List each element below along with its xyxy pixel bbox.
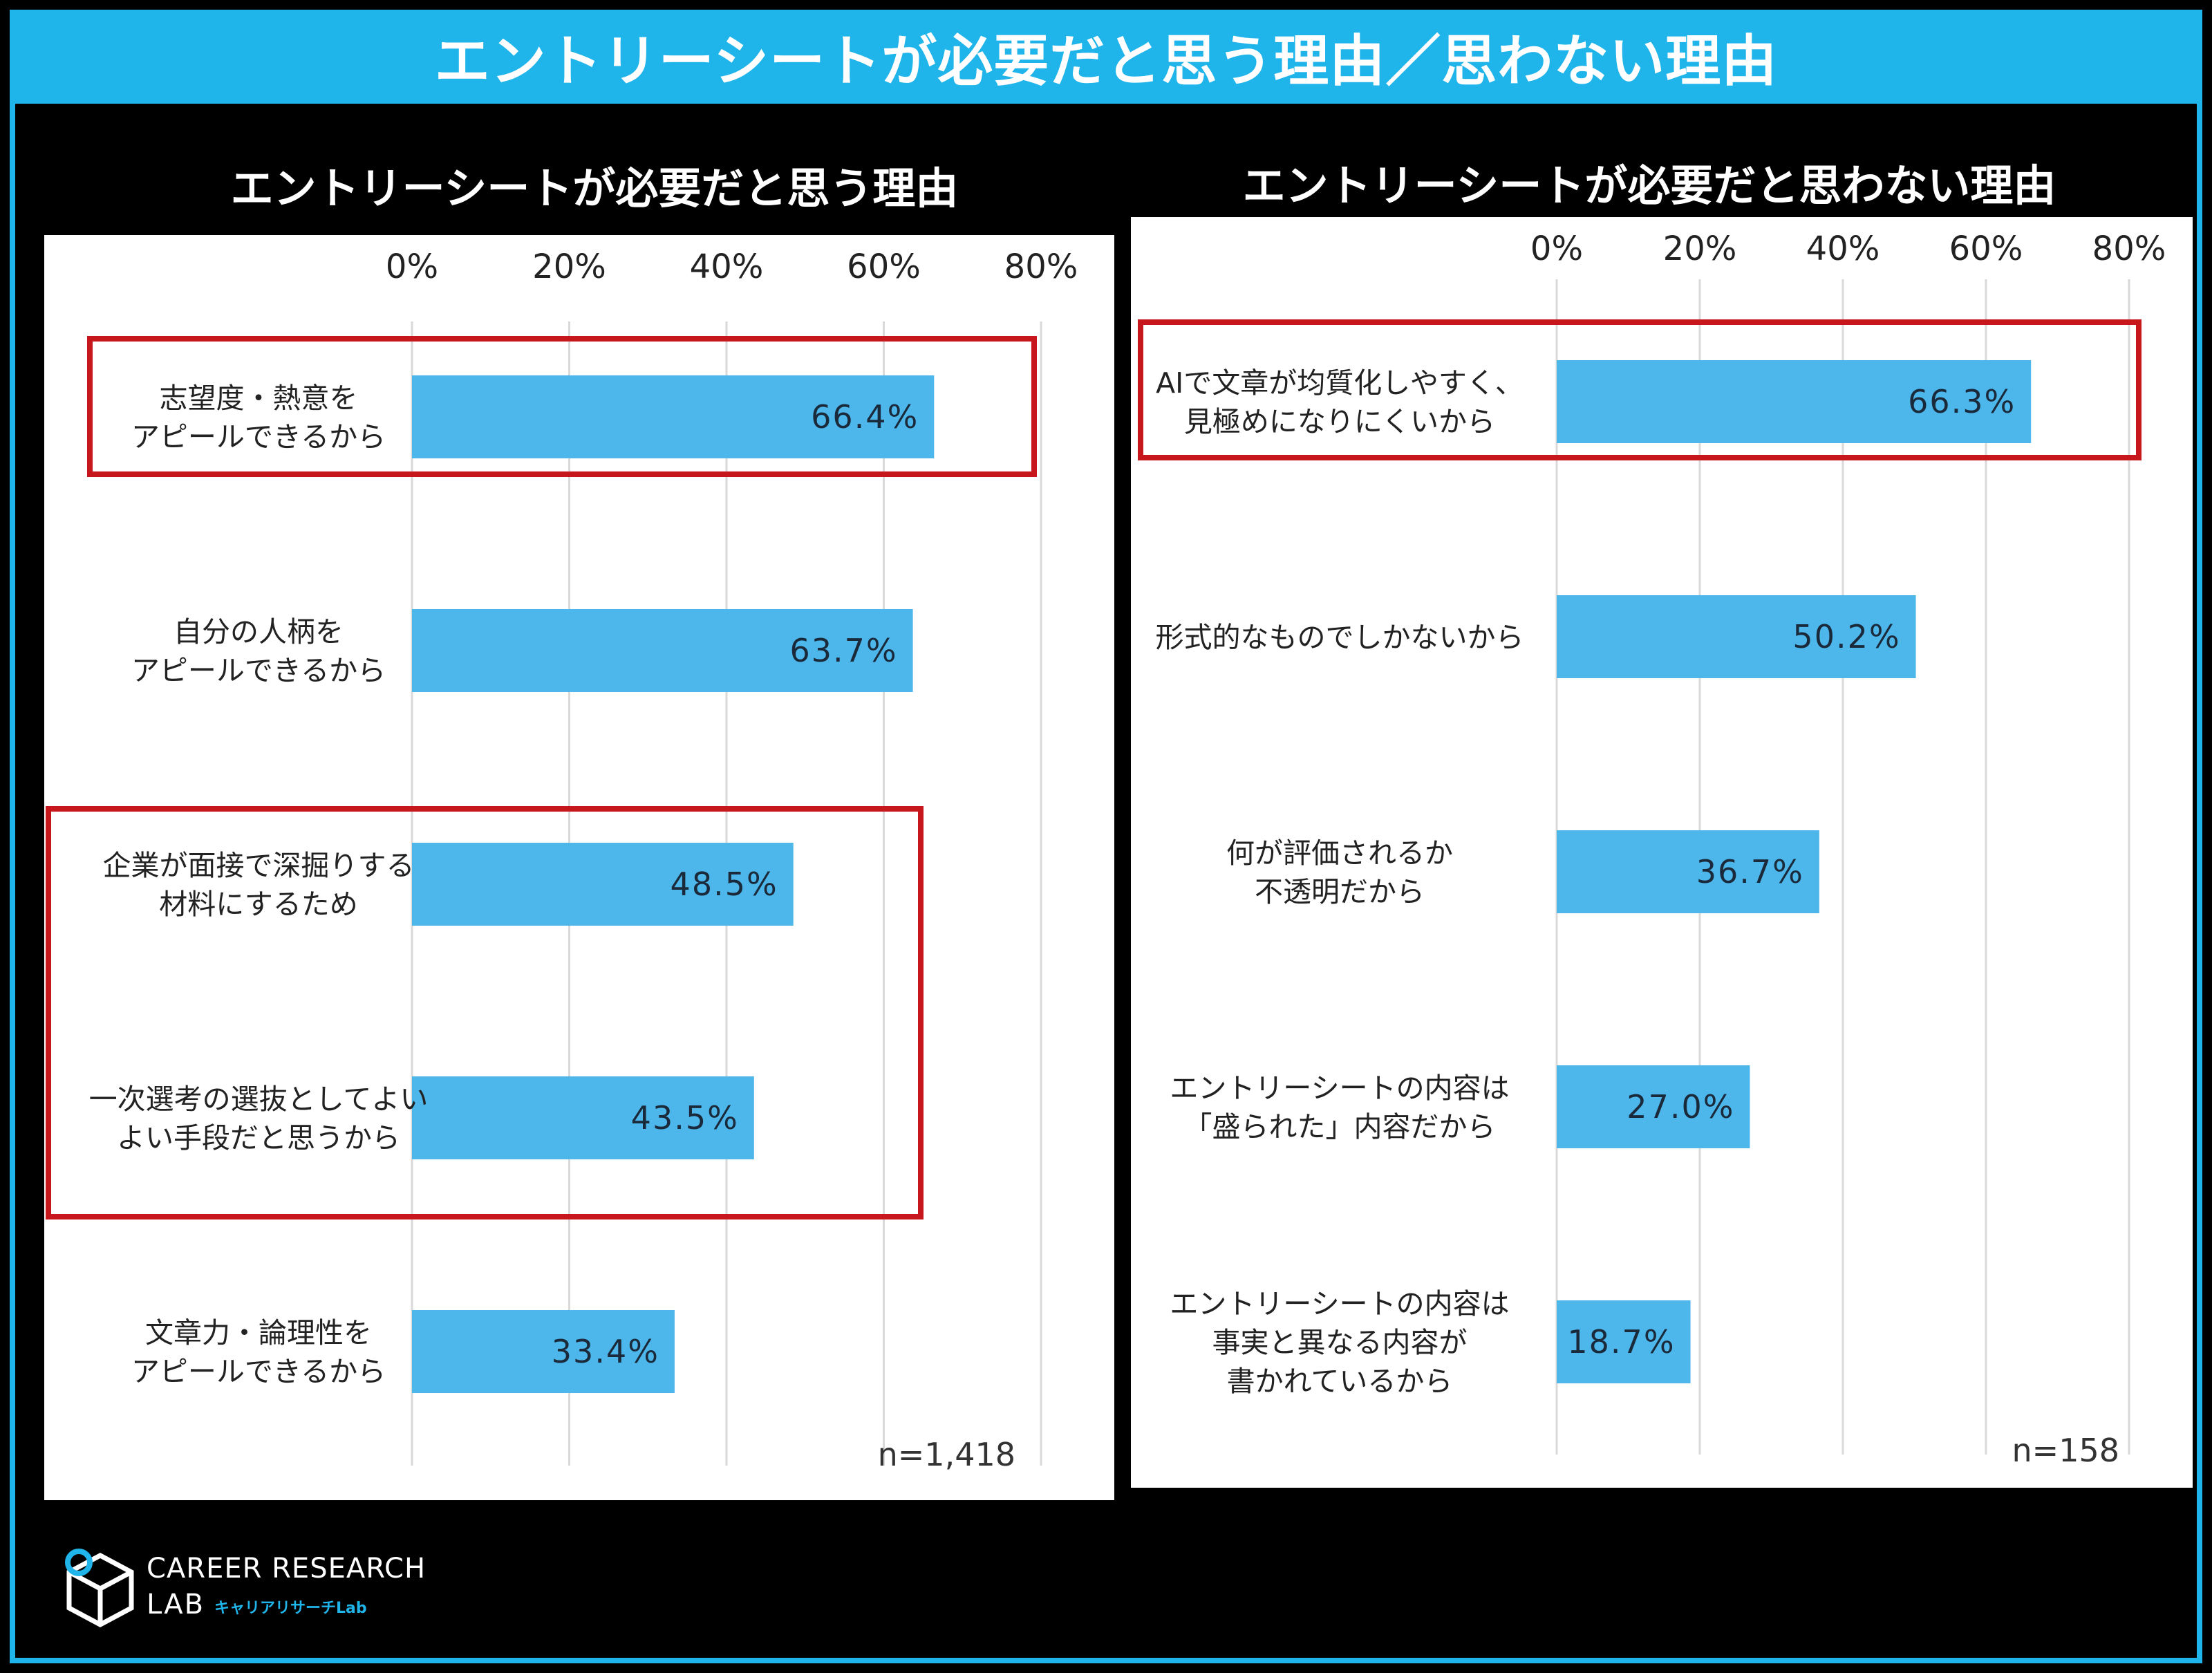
bar-value-label: 43.5% bbox=[631, 1099, 739, 1137]
category-label: AIで文章が均質化しやすく、見極めになりにくいから bbox=[1156, 366, 1524, 438]
x-tick-label: 60% bbox=[1949, 230, 2023, 268]
logo-text-line2: LAB bbox=[147, 1589, 205, 1620]
left-bar-chart: 0% 20% 40% 60% 80% 66.4% 志望度・熱意をアピールできるから 63.7%… bbox=[46, 247, 1078, 1473]
title-banner: エントリーシートが必要だと思う理由／思わない理由 bbox=[10, 10, 2202, 104]
x-tick-label: 80% bbox=[1004, 247, 1078, 286]
bar bbox=[412, 609, 913, 692]
left-chart-panel: 0% 20% 40% 60% 80% 66.4% 志望度・熱意をアピールできるから 63.7%… bbox=[44, 235, 1114, 1500]
career-research-lab-logo: CAREER RESEARCH LAB キャリアリサーチLab bbox=[62, 1547, 425, 1630]
x-tick-label: 0% bbox=[1530, 230, 1583, 268]
highlight-box bbox=[87, 336, 1037, 477]
category-label: エントリーシートの内容は「盛られた」内容だから bbox=[1170, 1072, 1509, 1143]
bar-value-label: 27.0% bbox=[1627, 1088, 1734, 1125]
bar bbox=[1557, 830, 1819, 913]
category-label: エントリーシートの内容は事実と異なる内容が書かれているから bbox=[1170, 1287, 1509, 1398]
x-tick-label: 40% bbox=[1806, 230, 1880, 268]
x-tick-label: 20% bbox=[1663, 230, 1737, 268]
page-title: エントリーシートが必要だと思う理由／思わない理由 bbox=[434, 29, 1778, 93]
right-chart-panel: 0% 20% 40% 60% 80% 66.3% AIで文章が均質化しやすく、見極めになりに… bbox=[1131, 217, 2193, 1488]
x-tick-label: 20% bbox=[532, 247, 606, 286]
x-tick-label: 40% bbox=[690, 247, 764, 286]
sample-size-note: n=158 bbox=[2012, 1432, 2120, 1469]
bar bbox=[1557, 1300, 1691, 1383]
bar bbox=[1557, 595, 1916, 678]
logo-text-sub: キャリアリサーチLab bbox=[214, 1600, 367, 1617]
category-label: 企業が面接で深掘りする材料にするため bbox=[103, 849, 415, 921]
category-label: 一次選考の選抜としてよいよい手段だと思うから bbox=[89, 1083, 429, 1155]
bar bbox=[412, 843, 794, 926]
highlight-box bbox=[1138, 319, 2141, 460]
right-bar-chart: 0% 20% 40% 60% 80% 66.3% AIで文章が均質化しやすく、見極めになりに… bbox=[1138, 230, 2166, 1469]
bar-value-label: 50.2% bbox=[1792, 618, 1900, 655]
bar-value-label: 66.4% bbox=[811, 398, 919, 436]
x-tick-label: 60% bbox=[847, 247, 921, 286]
highlight-box bbox=[46, 806, 924, 1219]
category-label: 何が評価されるか不透明だから bbox=[1226, 836, 1453, 908]
bar-value-label: 33.4% bbox=[552, 1333, 659, 1370]
right-chart-title: エントリーシートが必要だと思わない理由 bbox=[1242, 160, 2056, 211]
bar-value-label: 18.7% bbox=[1567, 1323, 1675, 1361]
category-label: 文章力・論理性をアピールできるから bbox=[131, 1316, 386, 1388]
bar bbox=[412, 375, 935, 458]
x-tick-label: 0% bbox=[386, 247, 438, 286]
bar bbox=[412, 1310, 675, 1393]
bar-value-label: 48.5% bbox=[671, 866, 778, 903]
x-tick-label: 80% bbox=[2092, 230, 2166, 268]
category-label: 志望度・熱意をアピールできるから bbox=[131, 382, 386, 454]
bar bbox=[412, 1076, 754, 1159]
sample-size-note: n=1,418 bbox=[878, 1436, 1015, 1473]
category-label: 自分の人柄をアピールできるから bbox=[131, 615, 386, 687]
bar-value-label: 36.7% bbox=[1696, 853, 1804, 890]
logo-text-line1: CAREER RESEARCH bbox=[147, 1553, 427, 1585]
logo-cube-icon bbox=[65, 1549, 134, 1627]
bar-value-label: 63.7% bbox=[789, 632, 897, 669]
left-chart-title: エントリーシートが必要だと思う理由 bbox=[230, 163, 959, 214]
bar-value-label: 66.3% bbox=[1908, 383, 2016, 420]
bar bbox=[1557, 360, 2032, 443]
bar bbox=[1557, 1065, 1750, 1148]
category-label: 形式的なものでしかないから bbox=[1156, 621, 1524, 654]
